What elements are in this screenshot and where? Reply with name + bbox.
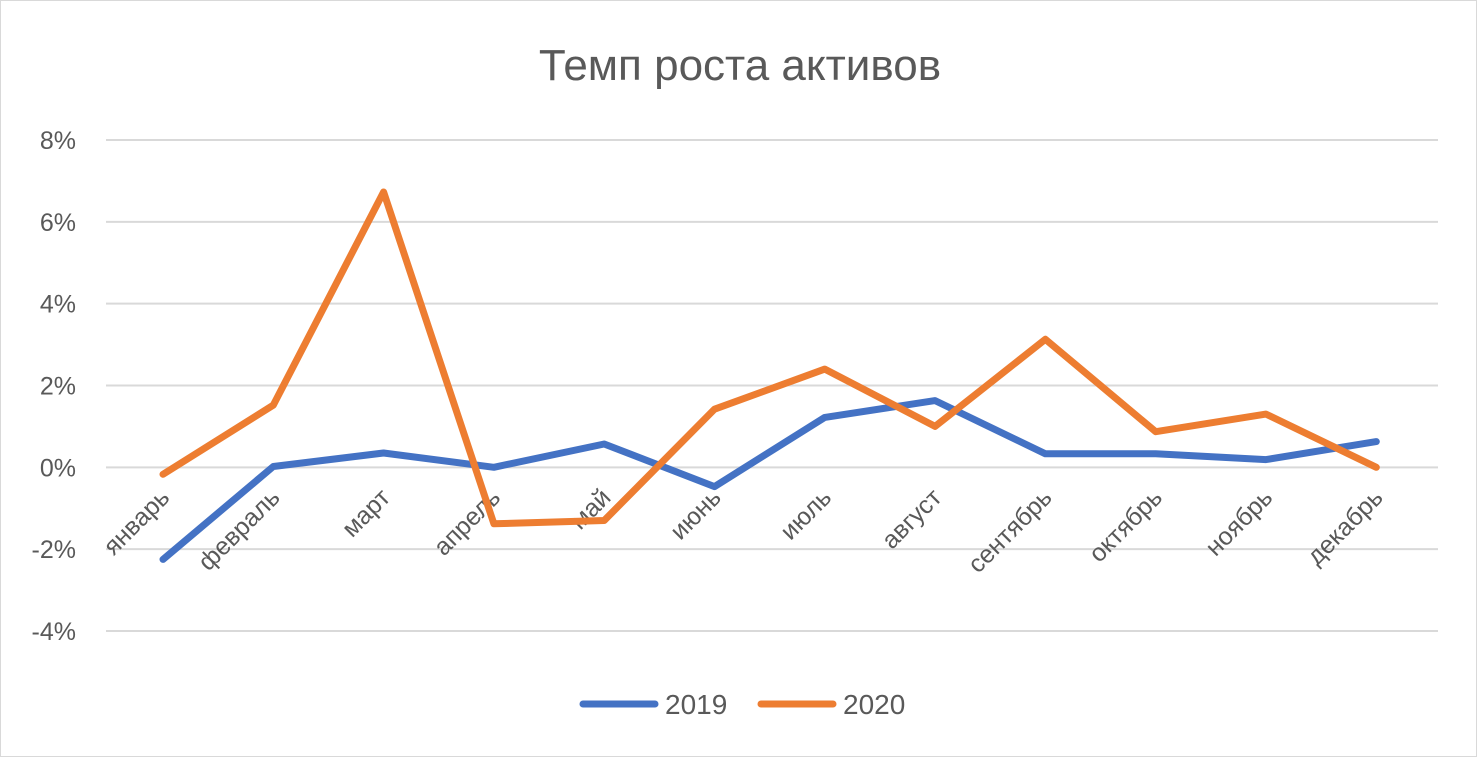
series-line-2020: [159, 188, 1380, 528]
x-category-label: июль: [775, 483, 837, 545]
y-tick-label: -4%: [32, 618, 76, 646]
series-lines: [159, 188, 1380, 563]
y-tick-label: 6%: [40, 209, 76, 237]
y-tick-label: -2%: [32, 536, 76, 564]
legend-label-2020: 2020: [843, 689, 905, 720]
x-axis-category-labels: январь февраль март апрель май июнь июль август…: [98, 483, 1389, 578]
y-tick-label: 8%: [40, 127, 76, 155]
legend: 2019 2020: [579, 689, 905, 720]
y-tick-label: 4%: [40, 291, 76, 319]
x-category-label: май: [565, 483, 617, 535]
legend-label-2019: 2019: [665, 689, 727, 720]
y-axis-tick-labels: -4% -2% 0% 2% 4% 6% 8%: [32, 127, 76, 646]
x-category-label: август: [876, 483, 947, 554]
y-tick-label: 2%: [40, 373, 76, 401]
x-category-label: март: [337, 483, 397, 543]
x-category-label: сентябрь: [963, 483, 1058, 578]
x-category-label: октябрь: [1084, 483, 1168, 567]
chart-title: Темп роста активов: [539, 41, 941, 90]
x-category-label: июнь: [665, 483, 727, 545]
series-line-2019: [159, 397, 1380, 563]
y-tick-label: 0%: [40, 454, 76, 482]
x-category-label: декабрь: [1301, 483, 1388, 570]
